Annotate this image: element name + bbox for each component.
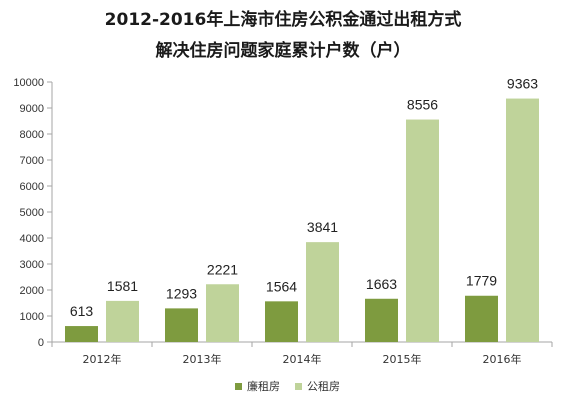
legend-label-gongzufang: 公租房 (307, 380, 340, 393)
legend: 廉租房 公租房 (235, 379, 340, 393)
bar-gongzufang (206, 284, 239, 342)
bar-gongzufang (306, 242, 339, 342)
y-tick-label: 8000 (20, 129, 44, 141)
bar-lianzufang (265, 301, 298, 342)
y-tick-label: 4000 (20, 233, 44, 245)
data-label: 2221 (207, 261, 238, 277)
bar-lianzufang (465, 295, 498, 342)
y-tick-label: 2000 (20, 285, 44, 297)
y-tick-label: 7000 (20, 155, 44, 167)
x-category-label: 2014年 (283, 352, 322, 366)
x-category-label: 2016年 (483, 352, 522, 366)
data-label: 3841 (307, 219, 338, 235)
bar-lianzufang (165, 308, 198, 342)
y-tick-label: 10000 (13, 77, 44, 89)
y-tick-label: 5000 (20, 207, 44, 219)
legend-swatch-gongzufang (295, 383, 302, 390)
bar-gongzufang (406, 119, 439, 342)
data-label: 1293 (166, 285, 197, 301)
data-label: 1581 (107, 278, 138, 294)
chart-title-line1: 2012-2016年上海市住房公积金通过出租方式 (105, 9, 462, 30)
bar-gongzufang (506, 98, 539, 342)
x-category-label: 2013年 (183, 352, 222, 366)
x-category-label: 2015年 (383, 352, 422, 366)
bar-lianzufang (365, 298, 398, 342)
x-category-label: 2012年 (83, 352, 122, 366)
y-tick-label: 0 (38, 337, 44, 349)
data-label: 1663 (366, 276, 397, 292)
y-tick-label: 6000 (20, 181, 44, 193)
chart-title-line2: 解决住房问题家庭累计户数（户） (156, 40, 411, 61)
bar-lianzufang (65, 326, 98, 342)
data-label: 8556 (407, 97, 438, 113)
y-tick-label: 9000 (20, 103, 44, 115)
legend-swatch-lianzufang (235, 383, 242, 390)
plot-area: 0 1000 2000 3000 4000 5000 6000 7000 8000 9000 100… (13, 76, 553, 366)
y-tick-label: 3000 (20, 259, 44, 271)
y-tick-label: 1000 (20, 311, 44, 323)
bar-gongzufang (106, 300, 139, 342)
data-label: 9363 (507, 76, 538, 92)
data-label: 613 (70, 303, 94, 319)
data-label: 1564 (266, 278, 297, 294)
legend-label-lianzufang: 廉租房 (247, 379, 280, 393)
data-label: 1779 (466, 273, 497, 289)
